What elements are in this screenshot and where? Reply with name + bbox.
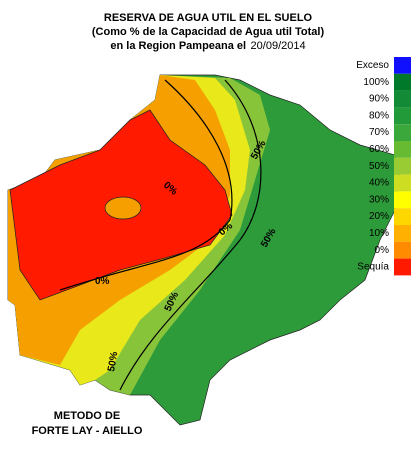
- legend: Exceso 100% 90% 80% 70% 60% 50% 40% 30% 20% 10% 0% S…: [356, 57, 411, 276]
- subtitle-text: en la Region Pampeana el: [110, 40, 246, 52]
- legend-swatch: [394, 241, 411, 259]
- subtitle: (Como % de la Capacidad de Agua util Tot…: [92, 26, 325, 38]
- legend-label: 40%: [369, 178, 389, 189]
- contour-line: [59, 79, 233, 291]
- legend-label: 80%: [369, 110, 389, 121]
- legend-label: 10%: [369, 228, 389, 239]
- legend-swatch: [394, 124, 411, 141]
- legend-swatch: [394, 191, 411, 209]
- contours: [59, 79, 262, 391]
- legend-label: Exceso: [356, 60, 389, 71]
- legend-swatch: [394, 107, 411, 125]
- legend-label: 100%: [363, 77, 389, 88]
- legend-label: Sequía: [357, 262, 389, 273]
- contour-label: 50%: [106, 351, 120, 373]
- legend-swatch: [394, 208, 411, 225]
- legend-swatch: [394, 157, 411, 175]
- legend-swatch: [394, 73, 411, 91]
- legend-swatch: [394, 90, 411, 108]
- region-patch: [104, 196, 142, 220]
- map: [7, 74, 401, 426]
- method: FORTE LAY - AIELLO: [32, 425, 143, 437]
- subtitle-line: en la Region Pampeana el 20/09/2014: [110, 36, 305, 53]
- legend-label: 30%: [369, 194, 389, 205]
- contour-label: 0%: [95, 276, 110, 287]
- legend-swatch: [394, 174, 411, 192]
- legend-label: 90%: [369, 94, 389, 105]
- legend-label: 20%: [369, 211, 389, 222]
- date: 20/09/2014: [251, 40, 306, 52]
- title: RESERVA DE AGUA UTIL EN EL SUELO: [104, 12, 313, 24]
- legend-label: 0%: [375, 245, 390, 256]
- legend-label: 70%: [369, 127, 389, 138]
- legend-swatch: [394, 258, 411, 276]
- legend-label: 50%: [369, 161, 389, 172]
- legend-swatch: [394, 225, 411, 242]
- contour-line: [119, 79, 262, 391]
- legend-label: 60%: [369, 144, 389, 155]
- method: METODO DE: [54, 410, 120, 422]
- legend-swatch: [394, 57, 411, 74]
- legend-swatch: [394, 141, 411, 158]
